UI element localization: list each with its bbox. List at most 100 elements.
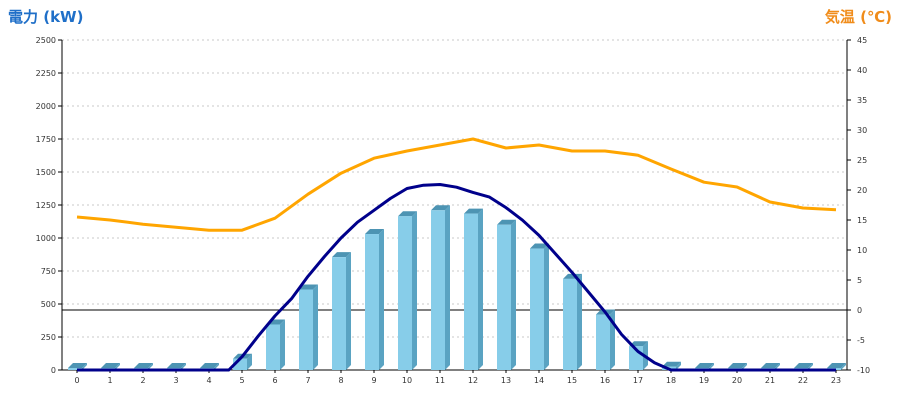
left-axis-tick-label: 1250 — [36, 201, 56, 210]
x-axis-tick-label: 18 — [666, 376, 676, 385]
x-axis-tick-label: 4 — [206, 376, 211, 385]
bar-side — [280, 319, 285, 370]
left-axis-title: 電力 (kW) — [8, 8, 84, 26]
left-axis-tick-label: 0 — [51, 366, 56, 375]
power-bar — [68, 368, 82, 370]
bar-top — [794, 363, 813, 369]
bar-side — [577, 273, 582, 370]
power-bar — [530, 248, 544, 370]
bar-side — [676, 361, 681, 370]
bar-top — [662, 361, 681, 367]
right-axis-tick-label: 35 — [857, 96, 867, 105]
right-axis-tick-label: 20 — [857, 186, 867, 195]
bar-top — [827, 363, 846, 369]
left-axis-tick-label: 2500 — [36, 36, 56, 45]
x-axis-tick-label: 15 — [567, 376, 577, 385]
right-axis-tick-label: 45 — [857, 36, 867, 45]
left-axis-tick-label: 1750 — [36, 135, 56, 144]
right-axis-tick-label: 0 — [857, 306, 862, 315]
right-axis-tick-label: -10 — [857, 366, 870, 375]
power-bar — [431, 210, 445, 370]
bar-top — [134, 363, 153, 369]
right-axis-tick-label: 10 — [857, 246, 867, 255]
bar-side — [115, 363, 120, 370]
bar-top — [332, 252, 351, 258]
x-axis-tick-label: 9 — [371, 376, 376, 385]
bar-top — [101, 363, 120, 369]
bar-top — [530, 243, 549, 249]
power-bar — [563, 278, 577, 370]
bar-side — [82, 363, 87, 370]
bar-side — [709, 363, 714, 370]
bar-side — [511, 219, 516, 370]
x-axis-tick-label: 13 — [501, 376, 511, 385]
x-axis-tick-label: 10 — [402, 376, 412, 385]
x-axis-tick-label: 22 — [798, 376, 808, 385]
x-axis-tick-label: 11 — [435, 376, 445, 385]
left-axis-tick-label: 250 — [41, 333, 56, 342]
power-bar — [596, 314, 610, 370]
bar-top — [398, 211, 417, 217]
bar-side — [775, 363, 780, 370]
bar-top — [68, 363, 87, 369]
bar-top — [200, 363, 219, 369]
bar-side — [445, 205, 450, 370]
power-bar — [398, 216, 412, 370]
bar-top — [299, 284, 318, 290]
right-axis-title: 気温 (℃) — [824, 8, 892, 26]
right-axis-tick-label: -5 — [857, 336, 865, 345]
bar-side — [841, 363, 846, 370]
power-bar — [497, 224, 511, 370]
bar-side — [247, 353, 252, 370]
right-axis-tick-label: 40 — [857, 66, 867, 75]
x-axis-tick-label: 0 — [74, 376, 79, 385]
bar-side — [379, 229, 384, 370]
bar-top — [167, 363, 186, 369]
x-axis-tick-label: 3 — [173, 376, 178, 385]
x-axis-tick-label: 7 — [305, 376, 310, 385]
x-axis-tick-label: 19 — [699, 376, 709, 385]
power-bar — [332, 257, 346, 370]
power-bar — [464, 213, 478, 370]
bar-top — [728, 363, 747, 369]
right-axis-tick-label: 15 — [857, 216, 867, 225]
x-axis-tick-label: 5 — [239, 376, 244, 385]
bar-top — [761, 363, 780, 369]
right-axis-tick-label: 30 — [857, 126, 867, 135]
bar-top — [431, 205, 450, 211]
x-axis-tick-label: 12 — [468, 376, 478, 385]
bar-top — [365, 229, 384, 235]
bar-side — [742, 363, 747, 370]
x-axis-tick-label: 8 — [338, 376, 343, 385]
power-bar — [233, 358, 247, 370]
power-bar — [299, 289, 313, 370]
left-axis-tick-label: 500 — [41, 300, 56, 309]
right-axis-tick-label: 25 — [857, 156, 867, 165]
x-axis-tick-label: 2 — [140, 376, 145, 385]
x-axis-tick-label: 20 — [732, 376, 742, 385]
bar-side — [313, 284, 318, 370]
bar-top — [695, 363, 714, 369]
bar-side — [808, 363, 813, 370]
x-axis-tick-label: 16 — [600, 376, 610, 385]
left-axis-tick-label: 2000 — [36, 102, 56, 111]
left-axis-tick-label: 2250 — [36, 69, 56, 78]
power-bar — [365, 234, 379, 370]
bar-side — [346, 252, 351, 370]
x-axis-tick-label: 17 — [633, 376, 643, 385]
bar-side — [181, 363, 186, 370]
bar-side — [544, 243, 549, 370]
bar-side — [148, 363, 153, 370]
right-axis-tick-label: 5 — [857, 276, 862, 285]
left-axis-tick-label: 1000 — [36, 234, 56, 243]
x-axis-tick-label: 1 — [107, 376, 112, 385]
left-axis-tick-label: 750 — [41, 267, 56, 276]
x-axis-tick-label: 6 — [272, 376, 277, 385]
bar-side — [478, 208, 483, 370]
bar-top — [497, 219, 516, 225]
x-axis-tick-label: 23 — [831, 376, 841, 385]
left-axis-tick-label: 1500 — [36, 168, 56, 177]
power-curve-line — [77, 183, 836, 372]
bar-top — [464, 208, 483, 214]
